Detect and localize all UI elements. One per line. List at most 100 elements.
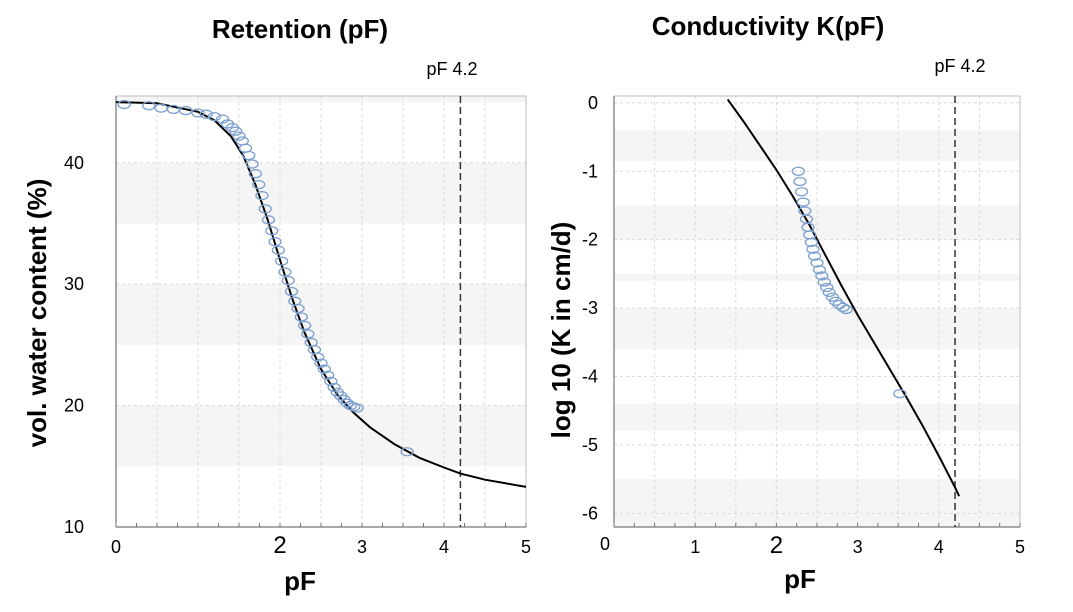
conductivity-x-origin-label: 0 xyxy=(600,534,610,554)
data-point xyxy=(796,197,810,207)
data-point xyxy=(271,245,286,255)
data-point xyxy=(807,251,822,261)
conductivity-grid xyxy=(613,96,1021,527)
data-point xyxy=(245,159,259,169)
conductivity-y-axis-label: log 10 (K in cm/d) xyxy=(546,222,576,439)
conductivity-x-ticks: 1 2 3 4 5 xyxy=(690,532,1025,559)
data-point xyxy=(255,190,269,201)
y-tick-label: -2 xyxy=(582,230,598,250)
conductivity-chart-title: Conductivity K(pF) xyxy=(652,11,885,41)
data-point xyxy=(297,320,312,331)
x-tick-label: 3 xyxy=(853,537,863,557)
data-point xyxy=(324,376,338,386)
x-tick-label: 3 xyxy=(357,537,367,557)
x-tick-label: 2 xyxy=(273,532,286,559)
data-point xyxy=(350,403,364,413)
conductivity-fitted-curve xyxy=(726,98,961,497)
data-point xyxy=(258,204,272,214)
data-point xyxy=(806,244,820,254)
data-point xyxy=(320,370,335,380)
x-tick-label: 4 xyxy=(439,537,449,557)
data-point xyxy=(284,286,299,297)
conductivity-measured-points xyxy=(791,166,907,399)
conductivity-background-bands xyxy=(614,130,1020,527)
retention-measured-points xyxy=(117,99,414,457)
data-point xyxy=(252,179,266,190)
data-point xyxy=(832,300,846,310)
data-point xyxy=(207,111,222,122)
y-tick-label: 0 xyxy=(588,93,598,113)
y-tick-label: 10 xyxy=(64,517,84,537)
fitted-curve-line xyxy=(726,98,961,497)
x-tick-label: 0 xyxy=(111,537,121,557)
data-point xyxy=(142,101,156,111)
x-tick-label: 2 xyxy=(770,532,783,559)
fitted-curve-line xyxy=(115,101,527,488)
data-point xyxy=(311,352,325,362)
data-point xyxy=(229,126,243,136)
data-point xyxy=(793,176,807,187)
data-point xyxy=(242,150,256,161)
y-tick-label: -5 xyxy=(582,435,598,455)
data-point xyxy=(822,287,836,297)
data-point xyxy=(291,303,305,314)
data-point xyxy=(199,109,213,119)
y-tick-label: 30 xyxy=(64,274,84,294)
data-point xyxy=(820,282,834,293)
data-point xyxy=(327,382,341,393)
data-point xyxy=(791,166,805,176)
retention-vline-label: pF 4.2 xyxy=(426,59,477,79)
data-point xyxy=(839,304,853,315)
y-tick-label: 20 xyxy=(64,396,84,416)
data-point xyxy=(274,256,289,266)
y-tick-label: -1 xyxy=(582,161,598,181)
retention-y-ticks: 10 20 30 40 xyxy=(64,153,84,537)
data-point xyxy=(179,105,193,116)
conductivity-plot-frame xyxy=(613,95,1021,528)
y-tick-label: 40 xyxy=(64,153,84,173)
retention-plot-frame xyxy=(115,95,527,528)
data-point xyxy=(268,237,282,247)
x-tick-label: 5 xyxy=(521,537,531,557)
data-point xyxy=(810,258,824,268)
retention-chart-title: Retention (pF) xyxy=(212,14,388,44)
data-point xyxy=(314,358,328,368)
data-point xyxy=(400,447,414,457)
background-band xyxy=(116,96,526,103)
data-point xyxy=(815,271,829,281)
conductivity-chart: Conductivity K(pF) pF 4.2 pF log 10 (K i… xyxy=(546,11,1025,594)
data-point xyxy=(294,312,308,322)
y-tick-label: -3 xyxy=(582,298,598,318)
retention-x-ticks: 0 2 3 4 5 xyxy=(111,532,531,559)
data-point xyxy=(278,267,292,277)
data-point xyxy=(232,131,246,141)
conductivity-x-axis-label: pF xyxy=(784,564,816,594)
conductivity-vline-label: pF 4.2 xyxy=(934,56,985,76)
x-tick-label: 1 xyxy=(690,537,700,557)
data-point xyxy=(281,275,295,286)
data-point xyxy=(261,215,276,225)
retention-fitted-curve xyxy=(115,101,527,488)
x-tick-label: 5 xyxy=(1015,537,1025,557)
conductivity-y-ticks: 0 -1 -2 -3 -4 -5 -6 xyxy=(582,93,598,523)
data-point xyxy=(117,99,131,110)
x-tick-label: 4 xyxy=(934,537,944,557)
retention-x-axis-label: pF xyxy=(284,566,316,596)
data-point xyxy=(804,237,818,248)
y-tick-label: -6 xyxy=(582,503,598,523)
data-point xyxy=(317,364,331,374)
data-point xyxy=(836,302,850,313)
retention-y-axis-label: vol. water content (%) xyxy=(22,179,52,448)
data-point xyxy=(248,169,263,179)
data-point xyxy=(191,108,205,118)
data-point xyxy=(817,277,831,287)
data-point xyxy=(215,114,230,124)
retention-chart: Retention (pF) pF 4.2 pF vol. water cont… xyxy=(22,14,531,596)
data-point xyxy=(301,329,315,339)
data-point xyxy=(265,226,279,236)
data-point xyxy=(812,265,827,275)
y-tick-label: -4 xyxy=(582,366,598,386)
data-point xyxy=(893,388,907,399)
data-point xyxy=(794,187,809,197)
